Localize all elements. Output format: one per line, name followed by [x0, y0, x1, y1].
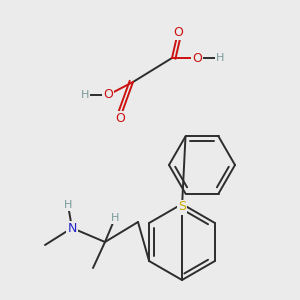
- Text: H: H: [64, 200, 72, 210]
- Text: H: H: [111, 213, 119, 223]
- Text: O: O: [115, 112, 125, 124]
- Text: H: H: [81, 90, 89, 100]
- Text: O: O: [103, 88, 113, 101]
- Text: S: S: [178, 200, 186, 214]
- Text: N: N: [67, 221, 77, 235]
- Text: H: H: [216, 53, 224, 63]
- Text: O: O: [192, 52, 202, 64]
- Text: O: O: [173, 26, 183, 38]
